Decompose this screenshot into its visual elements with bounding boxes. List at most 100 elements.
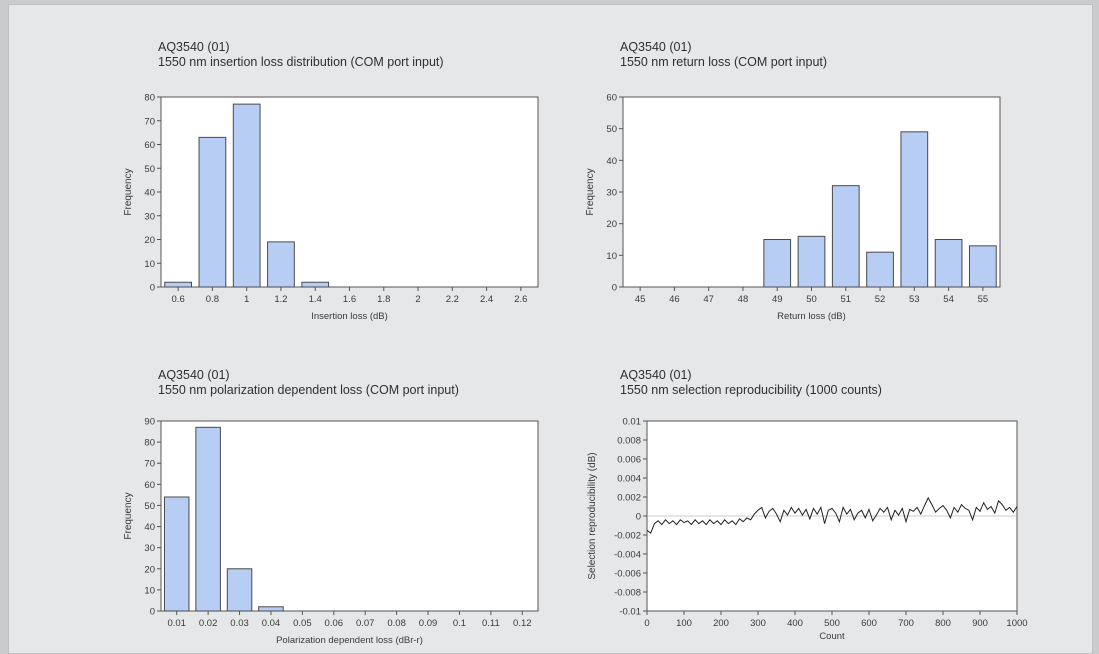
y-tick-label: 60 — [606, 93, 617, 104]
bar — [164, 281, 193, 288]
x-axis-label: Insertion loss (dB) — [311, 311, 388, 322]
y-tick-label: 70 — [144, 116, 155, 127]
y-tick-label: 0.008 — [617, 436, 641, 447]
x-tick-label: 2 — [415, 294, 420, 305]
x-tick-label: 0.02 — [199, 618, 218, 629]
y-axis-label: Selection reproducibility (dB) — [587, 452, 598, 579]
y-tick-label: 70 — [144, 459, 155, 470]
y-tick-label: 80 — [144, 93, 155, 104]
bar — [866, 251, 894, 288]
y-tick-label: -0.008 — [614, 588, 641, 599]
datasheet-page: AQ3540 (01) 1550 nm insertion loss distr… — [8, 4, 1093, 654]
pdl-chart: 0 10 20 30 40 50 60 70 80 90 0.01 0.02 0.03 0.04 0.05 0… — [123, 417, 539, 646]
x-tick-label: 48 — [738, 294, 749, 305]
x-tick-label: 0.6 — [172, 294, 185, 305]
y-tick-label: 20 — [606, 219, 617, 230]
y-tick-label: 50 — [144, 164, 155, 175]
return-loss-chart: 0 10 20 30 40 50 60 45 46 47 48 49 50 51 52 53 54 55 Retur… — [585, 93, 1001, 322]
chart-title: 1550 nm selection reproducibility (1000 … — [620, 383, 882, 397]
x-tick-label: 0.09 — [419, 618, 438, 629]
x-tick-label: 0 — [644, 618, 649, 629]
y-tick-label: 0 — [636, 512, 641, 523]
x-tick-label: 1.6 — [343, 294, 356, 305]
bar — [301, 281, 330, 288]
y-tick-label: 30 — [144, 211, 155, 222]
chart-header: AQ3540 (01) — [620, 368, 692, 382]
y-tick-label: 0.002 — [617, 493, 641, 504]
chart-header: AQ3540 (01) — [620, 40, 692, 54]
y-axis-label: Frequency — [123, 492, 134, 539]
x-tick-label: 700 — [898, 618, 914, 629]
y-tick-label: 10 — [144, 259, 155, 270]
chart-title: 1550 nm polarization dependent loss (COM… — [158, 383, 459, 397]
x-tick-label: 200 — [713, 618, 729, 629]
x-tick-label: 52 — [875, 294, 886, 305]
x-tick-label: 1.8 — [377, 294, 390, 305]
insertion-loss-panel: AQ3540 (01) 1550 nm insertion loss distr… — [107, 37, 547, 337]
x-axis-label: Polarization dependent loss (dBr-r) — [276, 635, 423, 646]
y-tick-label: 80 — [144, 438, 155, 449]
y-tick-label: -0.006 — [614, 569, 641, 580]
bar — [163, 496, 190, 612]
x-tick-label: 0.01 — [167, 618, 186, 629]
x-tick-label: 49 — [772, 294, 783, 305]
bar — [968, 245, 997, 288]
chart-title: 1550 nm insertion loss distribution (COM… — [158, 55, 444, 69]
y-tick-label: 20 — [144, 235, 155, 246]
y-axis-label: Frequency — [585, 168, 596, 215]
y-tick-label: 20 — [144, 564, 155, 575]
chart-header: AQ3540 (01) — [158, 368, 230, 382]
x-tick-label: 0.07 — [356, 618, 375, 629]
pdl-panel: AQ3540 (01) 1550 nm polarization depende… — [107, 363, 547, 653]
bar — [195, 426, 221, 612]
y-tick-label: 0.01 — [623, 417, 642, 428]
insertion-loss-chart: 0 10 20 30 40 50 60 70 80 0.6 0.8 1 1.2 1.4 1.6 1.8 2 2.2… — [123, 93, 539, 322]
y-tick-label: 10 — [606, 251, 617, 262]
x-tick-label: 0.04 — [262, 618, 281, 629]
x-tick-label: 0.05 — [293, 618, 312, 629]
bar — [934, 239, 963, 288]
bar — [831, 185, 860, 288]
chart-title: 1550 nm return loss (COM port input) — [620, 55, 828, 69]
reproducibility-chart: -0.01 -0.008 -0.006 -0.004 -0.002 0 0.002 0.004… — [587, 417, 1028, 643]
x-tick-label: 600 — [861, 618, 877, 629]
bar — [226, 568, 253, 612]
y-tick-label: -0.01 — [619, 607, 641, 618]
y-tick-label: 0.004 — [617, 474, 641, 485]
x-tick-label: 2.4 — [480, 294, 493, 305]
x-tick-label: 45 — [635, 294, 646, 305]
y-tick-label: 30 — [144, 543, 155, 554]
bar — [900, 131, 929, 288]
x-tick-label: 0.06 — [325, 618, 344, 629]
y-tick-label: 60 — [144, 140, 155, 151]
y-tick-label: 0 — [612, 283, 617, 294]
bar — [232, 103, 261, 288]
x-tick-label: 0.08 — [387, 618, 406, 629]
y-tick-label: 40 — [144, 188, 155, 199]
y-tick-label: 0 — [150, 607, 155, 618]
bar — [763, 239, 792, 288]
reproducibility-panel: AQ3540 (01) 1550 nm selection reproducib… — [569, 363, 1029, 653]
x-tick-label: 1000 — [1006, 618, 1027, 629]
x-tick-label: 46 — [669, 294, 680, 305]
bar — [267, 241, 295, 288]
x-tick-label: 1.4 — [309, 294, 322, 305]
x-tick-label: 0.11 — [482, 618, 500, 629]
bar — [258, 606, 284, 612]
x-tick-label: 0.12 — [513, 618, 532, 629]
x-tick-label: 47 — [703, 294, 714, 305]
series-line — [646, 496, 1018, 534]
y-tick-label: 90 — [144, 417, 155, 428]
x-tick-label: 500 — [824, 618, 840, 629]
x-tick-label: 1.2 — [274, 294, 287, 305]
x-tick-label: 2.2 — [446, 294, 459, 305]
plot-area — [160, 420, 539, 612]
x-axis-label: Count — [819, 631, 845, 642]
x-tick-label: 100 — [676, 618, 692, 629]
x-axis-label: Return loss (dB) — [777, 311, 846, 322]
x-tick-label: 0.1 — [453, 618, 466, 629]
y-tick-label: 10 — [144, 585, 155, 596]
y-tick-label: 0 — [150, 283, 155, 294]
y-tick-label: 40 — [144, 522, 155, 533]
y-tick-label: 50 — [144, 501, 155, 512]
